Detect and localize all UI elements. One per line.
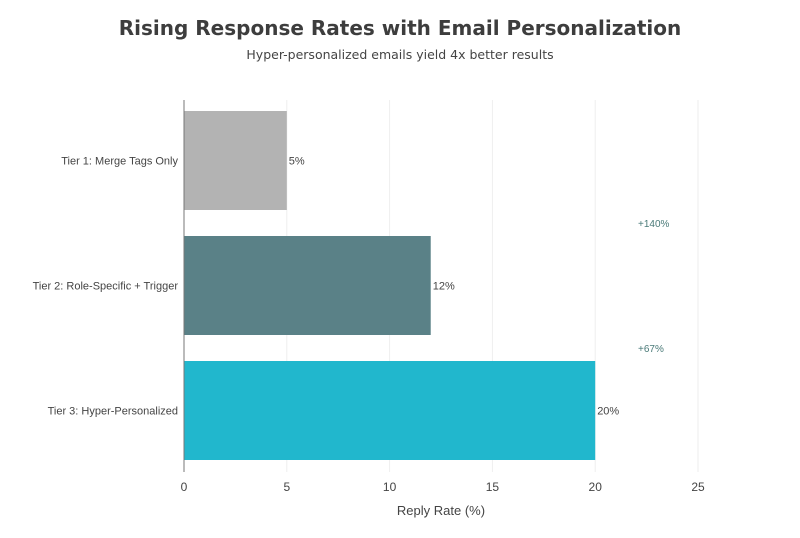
data-label: 20%	[597, 406, 619, 418]
bar	[184, 111, 287, 210]
category-label: Tier 3: Hyper-Personalized	[48, 406, 178, 418]
category-label: Tier 2: Role-Specific + Trigger	[33, 281, 179, 293]
data-label: 12%	[433, 281, 455, 293]
bar	[184, 236, 431, 335]
chart-title: Rising Response Rates with Email Persona…	[119, 16, 682, 40]
category-label: Tier 1: Merge Tags Only	[61, 156, 178, 168]
x-tick-label: 5	[283, 480, 290, 494]
x-tick-label: 25	[691, 480, 705, 494]
bar	[184, 361, 596, 460]
x-axis-label: Reply Rate (%)	[397, 503, 485, 518]
x-tick-label: 10	[383, 480, 397, 494]
category-labels: Tier 1: Merge Tags Only Tier 2: Role-Spec…	[33, 156, 179, 418]
annotations: +140% +67%	[638, 219, 670, 355]
x-tick-label: 20	[589, 480, 603, 494]
annotation: +67%	[638, 344, 664, 355]
bars: 5% 12% 20%	[184, 111, 619, 460]
x-tick-label: 15	[486, 480, 500, 494]
chart-subtitle: Hyper-personalized emails yield 4x bette…	[246, 47, 553, 62]
x-tick-label: 0	[181, 480, 188, 494]
data-label: 5%	[289, 156, 305, 168]
annotation: +140%	[638, 219, 670, 230]
x-ticks: 0 5 10 15 20 25	[181, 480, 705, 494]
